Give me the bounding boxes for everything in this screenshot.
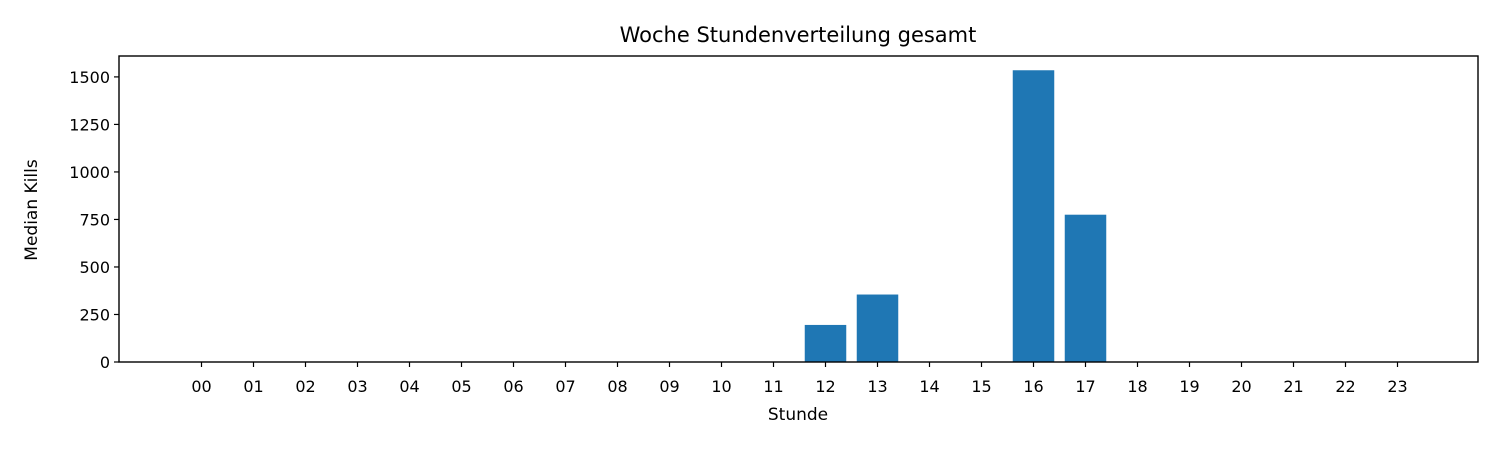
x-tick-label: 05 [451, 377, 471, 396]
y-tick-label: 500 [79, 258, 110, 277]
x-tick-label: 08 [607, 377, 627, 396]
x-tick-label: 03 [347, 377, 367, 396]
x-tick-label: 17 [1075, 377, 1095, 396]
y-tick-label: 1500 [69, 68, 110, 87]
y-tick-label: 750 [79, 210, 110, 229]
x-tick-label: 11 [763, 377, 783, 396]
x-tick-label: 12 [815, 377, 835, 396]
x-tick-label: 01 [243, 377, 263, 396]
x-axis-ticks: 00 01 02 03 04 05 06 07 08 09 10 11 12 13 14 15 16 17 18 19… [191, 362, 1408, 396]
x-tick-label: 09 [659, 377, 679, 396]
x-tick-label: 02 [295, 377, 315, 396]
x-tick-label: 13 [867, 377, 887, 396]
bar-17 [1064, 214, 1107, 362]
bar-12 [804, 324, 847, 362]
plot-area-frame [118, 55, 1479, 363]
x-tick-label: 16 [1023, 377, 1043, 396]
y-tick-label: 0 [100, 353, 110, 372]
x-tick-label: 07 [555, 377, 575, 396]
x-tick-label: 21 [1283, 377, 1303, 396]
bar-13 [856, 294, 899, 362]
y-axis-title: Median Kills [22, 159, 42, 261]
y-tick-label: 250 [79, 305, 110, 324]
x-tick-label: 04 [399, 377, 419, 396]
x-tick-label: 10 [711, 377, 731, 396]
x-tick-label: 00 [191, 377, 211, 396]
x-tick-label: 18 [1127, 377, 1147, 396]
x-tick-label: 19 [1179, 377, 1199, 396]
bar-16 [1012, 70, 1055, 362]
bars-group [804, 70, 1107, 362]
x-tick-label: 20 [1231, 377, 1251, 396]
y-tick-label: 1000 [69, 163, 110, 182]
x-tick-label: 22 [1335, 377, 1355, 396]
x-tick-label: 23 [1387, 377, 1407, 396]
chart-title: Woche Stundenverteilung gesamt [620, 23, 977, 47]
x-tick-label: 06 [503, 377, 523, 396]
x-axis-title: Stunde [768, 405, 828, 425]
y-axis-ticks: 0 250 500 750 1000 1250 1500 [69, 68, 119, 372]
x-tick-label: 15 [971, 377, 991, 396]
x-tick-label: 14 [919, 377, 939, 396]
y-tick-label: 1250 [69, 115, 110, 134]
